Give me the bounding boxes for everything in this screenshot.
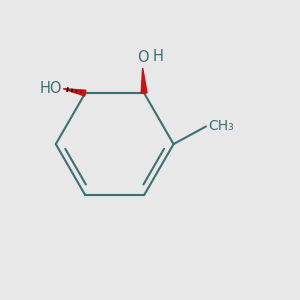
Text: CH₃: CH₃ xyxy=(208,119,234,134)
Text: HO: HO xyxy=(39,81,62,96)
Polygon shape xyxy=(63,89,86,96)
Text: H: H xyxy=(152,50,163,64)
Text: O: O xyxy=(137,50,148,65)
Polygon shape xyxy=(141,68,147,93)
